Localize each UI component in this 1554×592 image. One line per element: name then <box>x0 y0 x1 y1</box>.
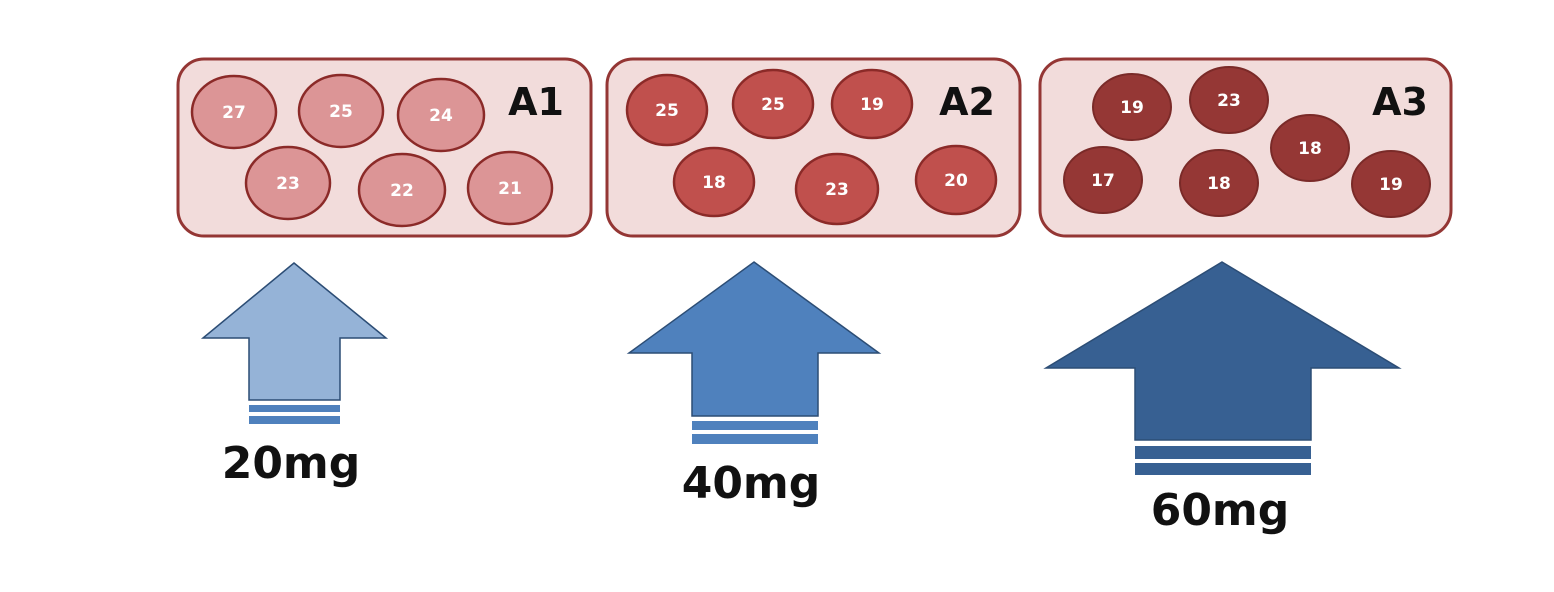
sample-box-label: A1 <box>508 80 564 124</box>
sample-value: 19 <box>1120 98 1144 118</box>
sample-value: 18 <box>702 173 726 193</box>
dose-arrow-icon <box>1043 261 1402 475</box>
group-a3: A3 19 23 18 17 18 19 60mg <box>1038 57 1453 536</box>
group-a1: A1 27 25 24 23 22 21 20mg <box>176 57 593 489</box>
sample-box-label: A3 <box>1372 80 1428 124</box>
sample-circle: 18 <box>672 146 756 218</box>
sample-value: 25 <box>329 102 353 122</box>
sample-value: 22 <box>390 181 414 201</box>
sample-circle: 23 <box>794 152 880 226</box>
sample-circle: 19 <box>1092 73 1172 141</box>
sample-circle: 19 <box>830 68 914 140</box>
dose-label: 40mg <box>682 458 821 509</box>
sample-value: 25 <box>761 95 785 115</box>
sample-circle: 25 <box>625 73 709 147</box>
dose-arrow-icon <box>626 261 882 444</box>
sample-value: 18 <box>1207 174 1231 194</box>
sample-circle: 20 <box>914 144 998 216</box>
sample-circle: 25 <box>731 68 815 140</box>
sample-circle: 25 <box>297 73 385 149</box>
sample-value: 24 <box>429 106 453 126</box>
sample-value: 19 <box>1379 175 1403 195</box>
sample-value: 21 <box>498 179 522 199</box>
dose-label: 20mg <box>222 438 361 489</box>
sample-value: 23 <box>276 174 300 194</box>
dose-arrow-icon <box>200 262 389 424</box>
sample-box-label: A2 <box>939 80 995 124</box>
sample-value: 17 <box>1091 171 1115 191</box>
sample-circle: 23 <box>1189 66 1269 134</box>
sample-circle: 22 <box>357 152 447 228</box>
sample-value: 23 <box>1217 91 1241 111</box>
sample-circle: 17 <box>1063 146 1143 214</box>
sample-value: 25 <box>655 101 679 121</box>
sample-value: 20 <box>944 171 968 191</box>
sample-value: 18 <box>1298 139 1322 159</box>
sample-circle: 18 <box>1270 114 1350 182</box>
sample-circle: 24 <box>396 77 486 153</box>
sample-value: 27 <box>222 103 246 123</box>
sample-circle: 23 <box>244 145 332 221</box>
sample-value: 19 <box>860 95 884 115</box>
dose-label: 60mg <box>1151 485 1290 536</box>
sample-circle: 21 <box>466 150 554 226</box>
sample-circle: 19 <box>1351 150 1431 218</box>
sample-value: 23 <box>825 180 849 200</box>
sample-circle: 27 <box>190 74 278 150</box>
sample-circle: 18 <box>1179 149 1259 217</box>
group-a2: A2 25 25 19 18 23 20 40mg <box>605 57 1022 509</box>
